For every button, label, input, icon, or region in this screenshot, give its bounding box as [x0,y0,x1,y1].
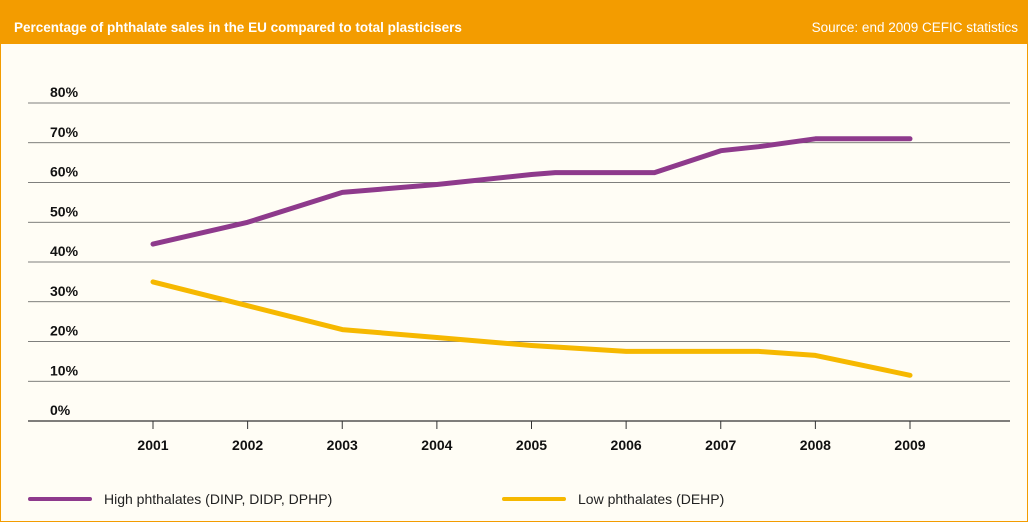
x-tick-label: 2003 [327,437,358,453]
legend-item-high-phthalates: High phthalates (DINP, DIDP, DPHP) [28,488,332,510]
legend-label-low-phthalates: Low phthalates (DEHP) [578,491,725,507]
x-tick-label: 2005 [516,437,547,453]
x-tick-label: 2004 [421,437,452,453]
x-tick-label: 2009 [894,437,925,453]
legend-label-high-phthalates: High phthalates (DINP, DIDP, DPHP) [104,491,333,507]
x-tick-label: 2001 [137,437,168,453]
chart-title: Percentage of phthalate sales in the EU … [14,20,462,35]
series-line-high-phthalates [150,136,913,247]
chart-source: Source: end 2009 CEFIC statistics [811,20,1018,35]
legend-item-low-phthalates: Low phthalates (DEHP) [502,488,724,510]
y-tick-label: 10% [50,362,79,378]
legend: High phthalates (DINP, DIDP, DPHP) Low p… [28,488,1008,510]
x-tick-label: 2008 [800,437,831,453]
x-tick-label: 2006 [611,437,642,453]
y-tick-label: 80% [50,84,79,100]
x-tick-label: 2007 [705,437,736,453]
series-lines [150,136,913,378]
series-line-low-phthalates [150,279,913,378]
y-tick-label: 0% [50,402,71,418]
y-tick-label: 50% [50,203,79,219]
legend-swatch-high-phthalates [28,497,92,501]
y-axis-ticks: 0% 10% 20% 30% 40% 50% 60% 70% 80% [50,84,79,418]
x-tick-label: 2002 [232,437,263,453]
y-tick-label: 70% [50,124,79,140]
x-axis-ticks: 2001 2002 2003 2004 2005 2006 2007 2008 2009 [137,421,926,453]
y-tick-label: 30% [50,283,79,299]
y-tick-label: 40% [50,243,79,259]
grid-lines [28,102,1010,422]
chart-header: Percentage of phthalate sales in the EU … [0,0,1028,44]
y-tick-label: 60% [50,164,79,180]
legend-swatch-low-phthalates [502,497,566,501]
y-tick-label: 20% [50,323,79,339]
